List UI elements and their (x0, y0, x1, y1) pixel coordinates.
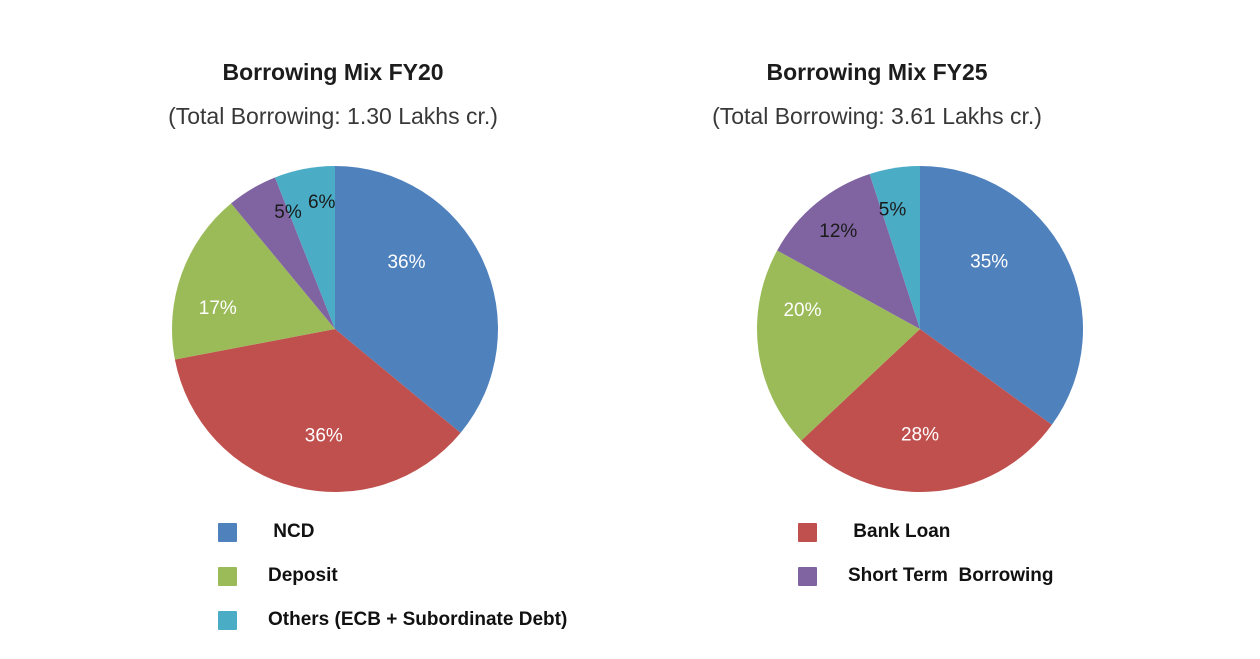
pct-label-short-term-borrowing: 5% (274, 202, 302, 223)
pie-slice-deposit (172, 203, 335, 360)
pie-chart-fy20: 36% 36% 17% 5% 6% (172, 166, 498, 492)
chart-title-fy20: Borrowing Mix FY20 (222, 59, 444, 85)
pie-slice-bank-loan (174, 329, 461, 492)
pct-label-bank-loan: 28% (901, 425, 939, 446)
legend-label-deposit: Deposit (268, 565, 338, 586)
pct-label-short-term-borrowing: 12% (819, 221, 857, 242)
legend-swatch-bank-loan (798, 522, 817, 542)
legend-item-ncd: NCD (218, 522, 567, 542)
legend-swatch-ncd (218, 522, 237, 542)
pct-label-ncd: 35% (970, 252, 1008, 273)
pct-label-bank-loan: 36% (305, 426, 343, 447)
pct-label-deposit: 20% (783, 300, 821, 321)
pie-slice-ncd (335, 166, 498, 433)
chart-subtitle-fy25: (Total Borrowing: 3.61 Lakhs cr.) (712, 103, 1042, 129)
pie-slice-others (869, 166, 920, 329)
legend-swatch-short-term-borrowing (798, 566, 817, 586)
pie-slice-others (275, 166, 335, 329)
legend-item-others: Others (ECB + Subordinate Debt) (218, 610, 567, 630)
pie-slice-deposit (756, 250, 920, 441)
chart-title-fy25: Borrowing Mix FY25 (766, 59, 988, 85)
pie-slice-bank-loan (801, 329, 1052, 492)
legend-label-ncd: NCD (268, 521, 315, 542)
chart-subtitle-fy20: (Total Borrowing: 1.30 Lakhs cr.) (168, 103, 498, 129)
pct-label-deposit: 17% (199, 298, 237, 319)
legend-label-bank-loan: Bank Loan (848, 521, 951, 542)
pct-label-ncd: 36% (387, 252, 425, 273)
pie-slice-ncd (920, 166, 1084, 425)
legend-label-short-term-borrowing: Short Term Borrowing (848, 565, 1054, 586)
legend-swatch-deposit (218, 566, 237, 586)
legend-label-others: Others (ECB + Subordinate Debt) (268, 609, 568, 630)
legend-item-deposit: Deposit (218, 566, 567, 586)
pct-label-others: 6% (308, 192, 336, 213)
pie-slice-short-term-borrowing (231, 177, 335, 329)
pie-chart-fy25: 35% 28% 20% 12% 5% (756, 166, 1084, 492)
pct-label-others: 5% (879, 199, 907, 220)
legend-item-bank-loan: Bank Loan (798, 522, 1053, 542)
pie-slice-short-term-borrowing (777, 173, 920, 329)
legend-fy20: NCD Deposit Others (ECB + Subordinate Debt… (218, 522, 567, 630)
legend-swatch-others (218, 610, 237, 630)
legend-item-short-term-borrowing: Short Term Borrowing (798, 566, 1053, 586)
legend-fy25: Bank Loan Short Term Borrowing (798, 522, 1053, 586)
